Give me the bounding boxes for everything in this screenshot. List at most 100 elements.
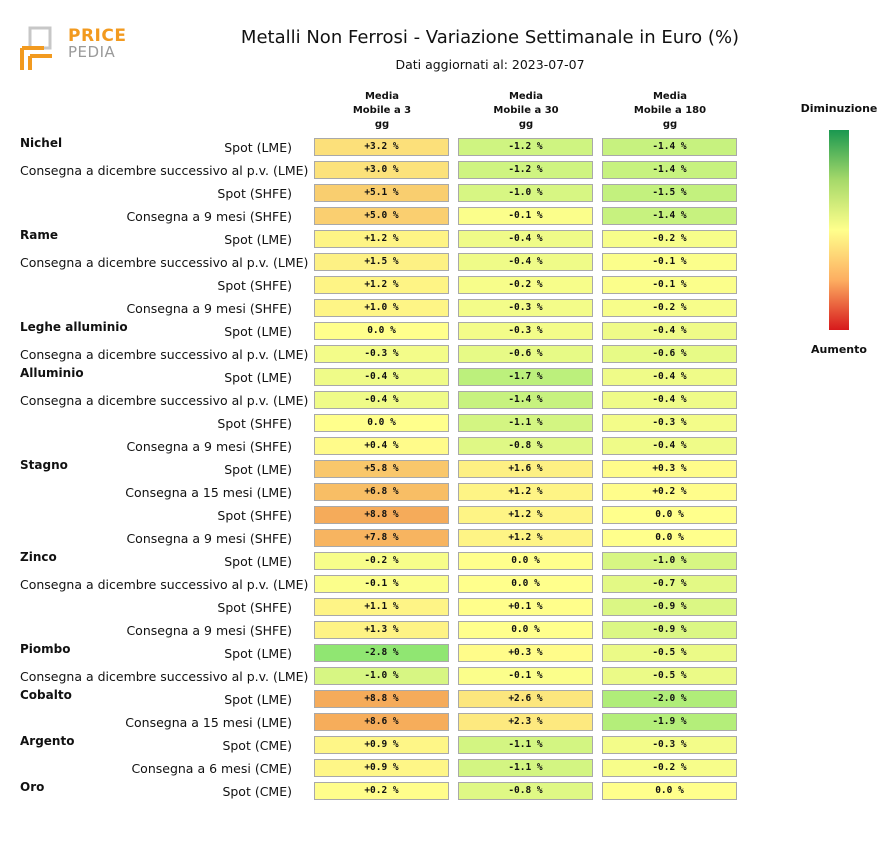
heatmap-cell: -1.0 %	[314, 667, 449, 685]
row-label: Spot (SHFE)	[217, 508, 292, 523]
metal-label: Alluminio	[20, 366, 84, 380]
column-header-line: Mobile a 3	[352, 105, 412, 116]
heatmap-cell: -1.2 %	[458, 161, 593, 179]
logo-text-secondary: PEDIA	[68, 43, 116, 61]
row-label: Spot (CME)	[222, 784, 292, 799]
heatmap-cell: -0.1 %	[602, 276, 737, 294]
heatmap-cell: +1.5 %	[314, 253, 449, 271]
legend-colorbar	[829, 130, 849, 330]
heatmap-cell: -0.2 %	[314, 552, 449, 570]
row-label: Consegna a 9 mesi (SHFE)	[126, 531, 292, 546]
heatmap-cell: -0.8 %	[458, 437, 593, 455]
row-label: Consegna a dicembre successivo al p.v. (…	[20, 669, 309, 684]
heatmap-cell: 0.0 %	[314, 414, 449, 432]
heatmap-cell: +1.1 %	[314, 598, 449, 616]
row-label: Spot (LME)	[224, 646, 292, 661]
column-header-line: Media	[364, 91, 400, 102]
heatmap-cell: -0.4 %	[458, 230, 593, 248]
column-header-line: Mobile a 180	[633, 105, 707, 116]
legend-label-decrease: Diminuzione	[800, 102, 878, 115]
heatmap-cell: +1.0 %	[314, 299, 449, 317]
row-label: Spot (CME)	[222, 738, 292, 753]
heatmap-cell: +0.3 %	[602, 460, 737, 478]
heatmap-cell: +0.4 %	[314, 437, 449, 455]
heatmap-cell: -2.0 %	[602, 690, 737, 708]
heatmap-cell: -1.7 %	[458, 368, 593, 386]
column-header-line: Media	[652, 91, 688, 102]
metal-label: Rame	[20, 228, 58, 242]
heatmap-cell: -0.2 %	[602, 299, 737, 317]
heatmap-cell: -1.0 %	[458, 184, 593, 202]
metal-label: Argento	[20, 734, 75, 748]
heatmap-cell: 0.0 %	[314, 322, 449, 340]
heatmap-cell: -0.7 %	[602, 575, 737, 593]
heatmap-cell: -0.3 %	[602, 736, 737, 754]
metal-label: Leghe alluminio	[20, 320, 128, 334]
heatmap-cell: +0.2 %	[314, 782, 449, 800]
legend-label-increase: Aumento	[811, 343, 867, 356]
chart-title: Metalli Non Ferrosi - Variazione Settima…	[240, 27, 740, 48]
heatmap-cell: +1.3 %	[314, 621, 449, 639]
column-header-line: gg	[374, 119, 390, 130]
metal-label: Piombo	[20, 642, 71, 656]
heatmap-cell: -0.3 %	[314, 345, 449, 363]
metal-label: Nichel	[20, 136, 63, 150]
heatmap-cell: -0.4 %	[602, 368, 737, 386]
heatmap-cell: +5.0 %	[314, 207, 449, 225]
heatmap-cell: -0.8 %	[458, 782, 593, 800]
heatmap-cell: +1.2 %	[458, 529, 593, 547]
column-header-line: Mobile a 30	[493, 105, 559, 116]
heatmap-cell: 0.0 %	[458, 621, 593, 639]
heatmap-cell: +1.2 %	[314, 230, 449, 248]
heatmap-cell: -0.9 %	[602, 621, 737, 639]
row-label: Consegna a 9 mesi (SHFE)	[126, 623, 292, 638]
row-label: Spot (SHFE)	[217, 186, 292, 201]
heatmap-cell: +2.3 %	[458, 713, 593, 731]
heatmap-cell: -1.1 %	[458, 759, 593, 777]
heatmap-cell: +8.8 %	[314, 506, 449, 524]
heatmap-cell: +0.9 %	[314, 759, 449, 777]
heatmap-cell: +6.8 %	[314, 483, 449, 501]
column-header-3gg: Media Mobile a 3 gg	[314, 90, 450, 132]
heatmap-cell: -0.6 %	[458, 345, 593, 363]
heatmap-cell: -0.2 %	[602, 759, 737, 777]
heatmap-cell: -0.1 %	[458, 667, 593, 685]
heatmap-cell: +1.6 %	[458, 460, 593, 478]
logo-text-primary: PRICE	[68, 26, 127, 46]
heatmap-cell: 0.0 %	[602, 782, 737, 800]
heatmap-cell: -0.4 %	[458, 253, 593, 271]
metal-label: Zinco	[20, 550, 57, 564]
heatmap-cell: -0.4 %	[602, 322, 737, 340]
heatmap-cell: -1.5 %	[602, 184, 737, 202]
heatmap-cell: -1.1 %	[458, 414, 593, 432]
heatmap-cell: -0.5 %	[602, 644, 737, 662]
heatmap-cell: +1.2 %	[314, 276, 449, 294]
column-header-line: gg	[518, 119, 534, 130]
row-label: Spot (LME)	[224, 140, 292, 155]
heatmap-cell: -0.4 %	[602, 437, 737, 455]
heatmap-cell: +3.2 %	[314, 138, 449, 156]
row-label: Spot (SHFE)	[217, 278, 292, 293]
row-label: Consegna a dicembre successivo al p.v. (…	[20, 163, 309, 178]
row-label: Consegna a dicembre successivo al p.v. (…	[20, 577, 309, 592]
heatmap-cell: +0.1 %	[458, 598, 593, 616]
heatmap-cell: -0.6 %	[602, 345, 737, 363]
row-label: Spot (LME)	[224, 232, 292, 247]
heatmap-cell: 0.0 %	[602, 506, 737, 524]
heatmap-cell: -0.3 %	[458, 299, 593, 317]
row-label: Consegna a 15 mesi (LME)	[125, 485, 292, 500]
heatmap-cell: +8.8 %	[314, 690, 449, 708]
heatmap-cell: -1.4 %	[602, 207, 737, 225]
heatmap-cell: -0.2 %	[458, 276, 593, 294]
column-header-30gg: Media Mobile a 30 gg	[458, 90, 594, 132]
chart-subtitle: Dati aggiornati al: 2023-07-07	[395, 57, 585, 72]
heatmap-cell: +5.8 %	[314, 460, 449, 478]
heatmap-cell: +2.6 %	[458, 690, 593, 708]
heatmap-cell: -0.4 %	[314, 368, 449, 386]
pricepedia-logo-mark	[20, 26, 52, 70]
row-label: Spot (LME)	[224, 692, 292, 707]
heatmap-cell: +5.1 %	[314, 184, 449, 202]
column-header-180gg: Media Mobile a 180 gg	[602, 90, 738, 132]
heatmap-cell: -1.4 %	[458, 391, 593, 409]
row-label: Consegna a 15 mesi (LME)	[125, 715, 292, 730]
